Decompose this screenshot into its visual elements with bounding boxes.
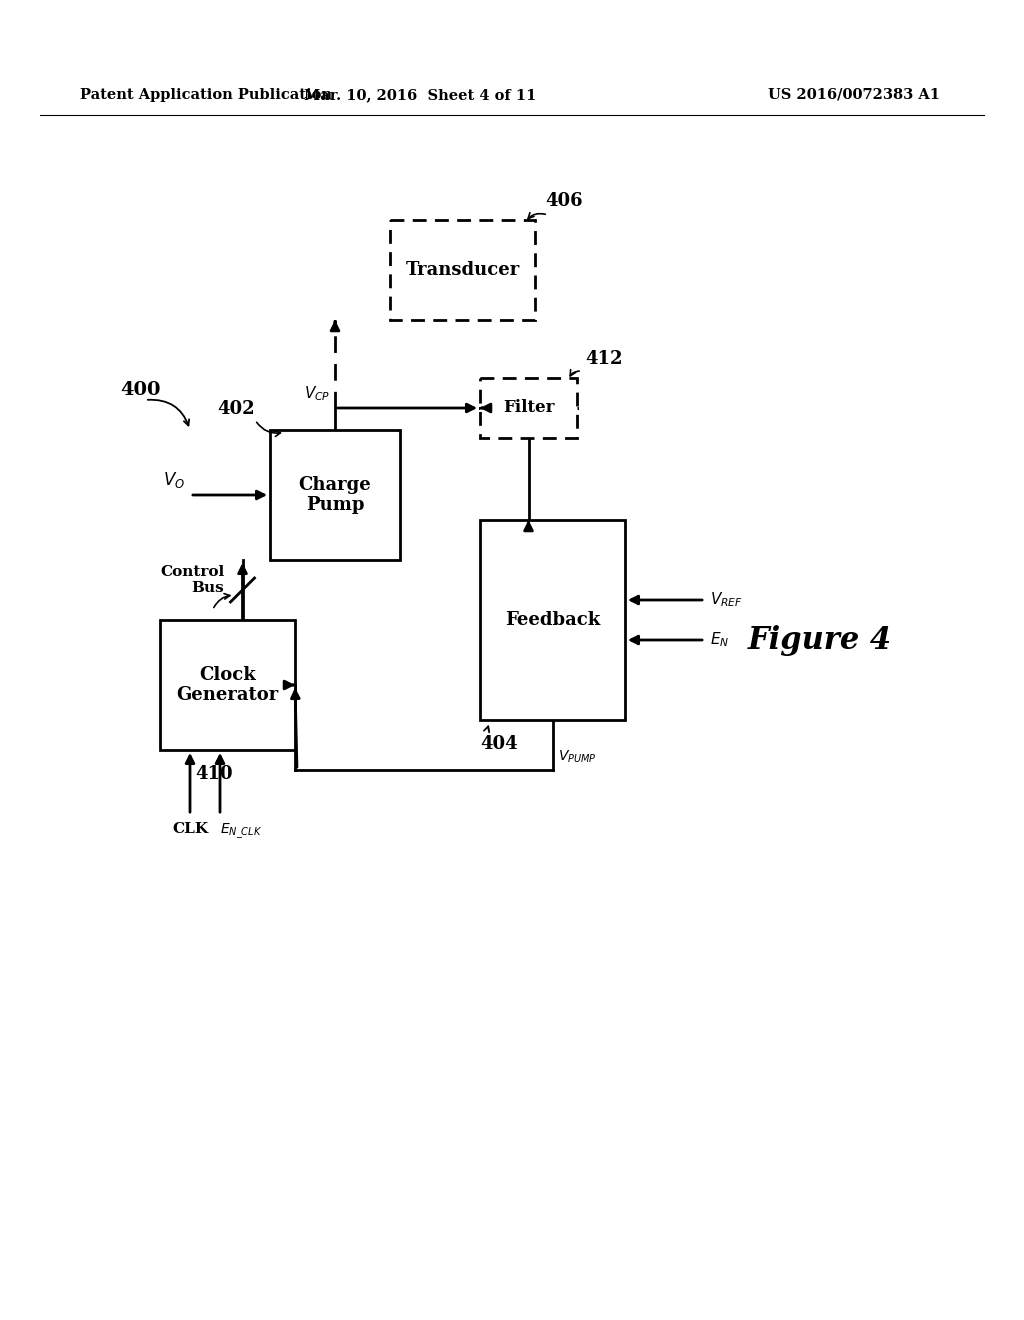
Text: 406: 406 (545, 191, 583, 210)
Text: Transducer: Transducer (406, 261, 519, 279)
Text: US 2016/0072383 A1: US 2016/0072383 A1 (768, 88, 940, 102)
Text: 402: 402 (217, 400, 255, 418)
Text: $E_{N\_CLK}$: $E_{N\_CLK}$ (220, 822, 262, 841)
Text: $V_{PUMP}$: $V_{PUMP}$ (557, 748, 596, 766)
Bar (160, 620, 295, 750)
Text: Filter: Filter (503, 400, 554, 417)
Text: $V_O$: $V_O$ (163, 470, 185, 490)
Text: Mar. 10, 2016  Sheet 4 of 11: Mar. 10, 2016 Sheet 4 of 11 (304, 88, 537, 102)
Text: CLK: CLK (172, 822, 208, 836)
Bar (480, 520, 625, 719)
Text: Charge
Pump: Charge Pump (299, 475, 372, 515)
Text: Clock
Generator: Clock Generator (176, 665, 279, 705)
Text: 412: 412 (585, 350, 623, 368)
Text: Feedback: Feedback (505, 611, 600, 630)
Text: Patent Application Publication: Patent Application Publication (80, 88, 332, 102)
Bar (480, 378, 577, 438)
Bar (270, 430, 400, 560)
Text: 404: 404 (480, 735, 517, 752)
Text: 400: 400 (120, 381, 161, 399)
Text: Figure 4: Figure 4 (748, 624, 892, 656)
Text: $E_N$: $E_N$ (710, 631, 729, 649)
Text: 410: 410 (195, 766, 232, 783)
Text: $V_{REF}$: $V_{REF}$ (710, 590, 742, 610)
Text: $V_{CP}$: $V_{CP}$ (304, 384, 330, 403)
Bar (390, 220, 535, 319)
Text: Control
Bus: Control Bus (160, 565, 224, 595)
